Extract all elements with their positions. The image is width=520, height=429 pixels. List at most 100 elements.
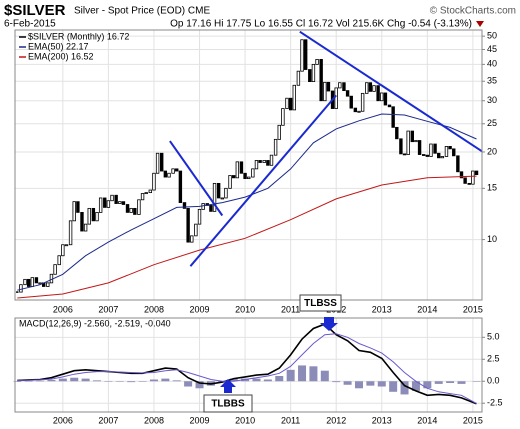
price-bar bbox=[98, 197, 103, 213]
price-bar bbox=[338, 82, 342, 89]
price-bar bbox=[228, 175, 232, 189]
y-tick-label: 45 bbox=[487, 44, 497, 54]
x-tick-label: 2011 bbox=[281, 415, 300, 425]
price-bar bbox=[383, 92, 388, 106]
price-bar bbox=[194, 223, 198, 237]
trendline bbox=[169, 140, 224, 217]
legend-label: $SILVER (Monthly) 16.72 bbox=[28, 31, 129, 41]
x-tick-label: 2009 bbox=[190, 415, 210, 425]
price-bar bbox=[144, 192, 148, 195]
price-bar bbox=[365, 82, 369, 94]
histogram-bar bbox=[161, 378, 170, 382]
price-bar bbox=[277, 124, 281, 140]
price-bar bbox=[421, 154, 426, 156]
price-bar bbox=[281, 108, 285, 126]
price-bar bbox=[429, 143, 433, 157]
histogram-bar bbox=[36, 380, 45, 382]
price-bar bbox=[437, 152, 441, 159]
histogram-bar bbox=[70, 377, 79, 382]
price-bar bbox=[349, 95, 353, 109]
price-bar bbox=[57, 255, 61, 266]
x-tick-label: 2006 bbox=[53, 304, 73, 314]
price-bar bbox=[133, 207, 137, 215]
histogram-bar bbox=[389, 381, 398, 392]
price-bar bbox=[26, 278, 31, 287]
histogram-bar bbox=[434, 381, 443, 384]
price-bar bbox=[182, 202, 187, 209]
annotation: TLBBS bbox=[211, 399, 245, 410]
price-bar bbox=[201, 203, 205, 210]
chart-title: $SILVER bbox=[4, 2, 66, 19]
price-bar bbox=[345, 90, 350, 97]
macd-line bbox=[17, 323, 477, 405]
histogram-bar bbox=[366, 381, 375, 386]
price-bar bbox=[209, 205, 213, 212]
x-tick-label: 2007 bbox=[98, 304, 118, 314]
price-bar bbox=[110, 194, 114, 202]
price-panel: 2006200720082009201020112012201320142015… bbox=[14, 29, 497, 314]
histogram-bar bbox=[115, 381, 124, 382]
histogram-bar bbox=[457, 381, 466, 384]
histogram-bar bbox=[172, 380, 181, 382]
price-bar bbox=[64, 244, 69, 247]
arrow bbox=[220, 379, 236, 393]
price-bar bbox=[395, 126, 399, 140]
x-tick-label: 2015 bbox=[463, 415, 483, 425]
source: © StockCharts.com bbox=[430, 6, 516, 17]
legend-label: MACD(12,26,9) -2.560, -2.519, -0.040 bbox=[19, 318, 171, 328]
y-tick-label: -2.5 bbox=[487, 398, 503, 408]
price-bar bbox=[19, 284, 23, 293]
histogram-bar bbox=[309, 366, 318, 382]
histogram-bar bbox=[298, 365, 307, 382]
price-bar bbox=[91, 207, 96, 222]
price-bar bbox=[163, 170, 168, 178]
histogram-bar bbox=[275, 375, 284, 382]
price-bar bbox=[273, 138, 278, 156]
arrow bbox=[320, 317, 338, 331]
histogram-bar bbox=[343, 381, 352, 385]
histogram-bar bbox=[423, 381, 432, 389]
annotation: TLBSS bbox=[304, 298, 337, 309]
price-bar bbox=[456, 155, 460, 173]
price-bar bbox=[414, 140, 418, 143]
price-bar bbox=[178, 170, 183, 203]
price-bar bbox=[467, 182, 471, 185]
price-bar bbox=[376, 85, 380, 102]
price-bar bbox=[34, 277, 39, 284]
price-bar bbox=[171, 168, 175, 174]
histogram-bar bbox=[286, 369, 295, 382]
price-bar bbox=[425, 154, 430, 157]
histogram-bar bbox=[58, 378, 67, 382]
price-bar bbox=[129, 207, 133, 213]
histogram-bar bbox=[377, 381, 386, 387]
price-bar bbox=[121, 201, 126, 205]
price-bar bbox=[399, 138, 403, 155]
price-bar bbox=[30, 277, 35, 287]
y-tick-label: 10 bbox=[487, 234, 497, 244]
price-bar bbox=[315, 59, 319, 65]
x-tick-label: 2010 bbox=[235, 304, 255, 314]
price-bar bbox=[391, 106, 395, 128]
price-bar bbox=[160, 152, 164, 172]
price-bar bbox=[239, 161, 244, 174]
histogram-bar bbox=[229, 378, 238, 382]
price-bar bbox=[300, 39, 304, 72]
price-bar bbox=[471, 170, 475, 185]
price-bar bbox=[53, 264, 57, 275]
trendline bbox=[189, 94, 337, 267]
x-tick-label: 2008 bbox=[144, 304, 164, 314]
x-tick-label: 2015 bbox=[463, 304, 483, 314]
price-bar bbox=[167, 172, 171, 178]
y-tick-label: 40 bbox=[487, 59, 497, 69]
legend-label: EMA(50) 22.17 bbox=[28, 41, 89, 51]
legend-label: EMA(200) 16.52 bbox=[28, 51, 94, 61]
price-bar bbox=[417, 140, 422, 155]
price-bar bbox=[190, 235, 194, 243]
price-bar bbox=[474, 170, 479, 176]
annotation-box bbox=[299, 294, 342, 312]
y-tick-label: 35 bbox=[487, 76, 497, 86]
price-bar bbox=[387, 104, 392, 108]
price-bar bbox=[68, 220, 73, 246]
price-bar bbox=[148, 189, 153, 194]
price-bar bbox=[353, 107, 358, 113]
